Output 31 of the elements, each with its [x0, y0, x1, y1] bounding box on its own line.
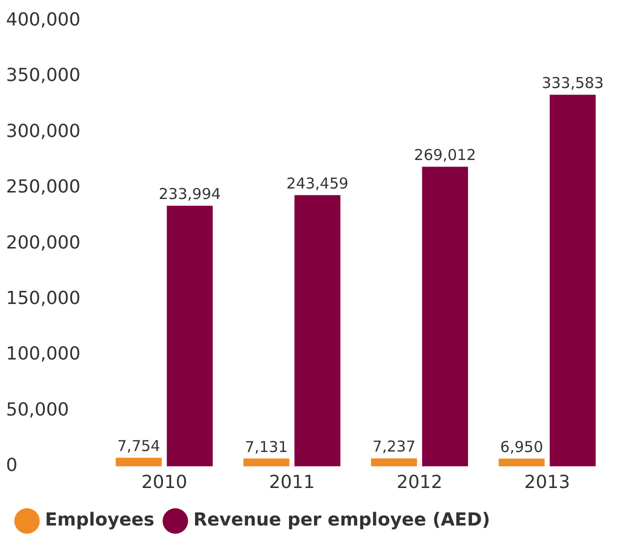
bar [294, 195, 340, 466]
bar [116, 458, 162, 466]
y-tick-label: 250,000 [6, 176, 80, 198]
y-tick-label: 200,000 [6, 232, 80, 254]
x-tick-label: 2011 [268, 472, 315, 493]
data-label: 7,237 [372, 438, 416, 456]
data-label: 269,012 [414, 146, 476, 164]
x-tick-label: 2012 [396, 472, 442, 493]
bar [550, 94, 596, 466]
x-tick-label: 2013 [524, 472, 570, 493]
data-label: 243,459 [286, 174, 348, 193]
y-tick-label: 0 [6, 455, 18, 476]
bar [243, 458, 290, 466]
bar [422, 166, 468, 466]
y-tick-label: 100,000 [6, 344, 80, 365]
bar [498, 458, 545, 466]
y-tick-label: 150,000 [6, 288, 80, 309]
data-label: 233,994 [158, 185, 221, 204]
legend-label: Employees [45, 510, 154, 531]
y-tick-label: 50,000 [6, 399, 69, 420]
data-label: 7,131 [244, 438, 288, 456]
y-tick-label: 300,000 [6, 120, 80, 142]
data-label: 333,583 [542, 74, 604, 92]
y-tick-label: 350,000 [6, 65, 80, 86]
bar [166, 206, 213, 466]
legend-label: Revenue per employee (AED) [193, 510, 490, 531]
x-tick-label: 2010 [141, 472, 188, 493]
y-tick-label: 400,000 [6, 9, 80, 30]
data-label: 6,950 [500, 438, 544, 456]
data-label: 7,754 [117, 437, 160, 456]
bar [371, 458, 417, 466]
